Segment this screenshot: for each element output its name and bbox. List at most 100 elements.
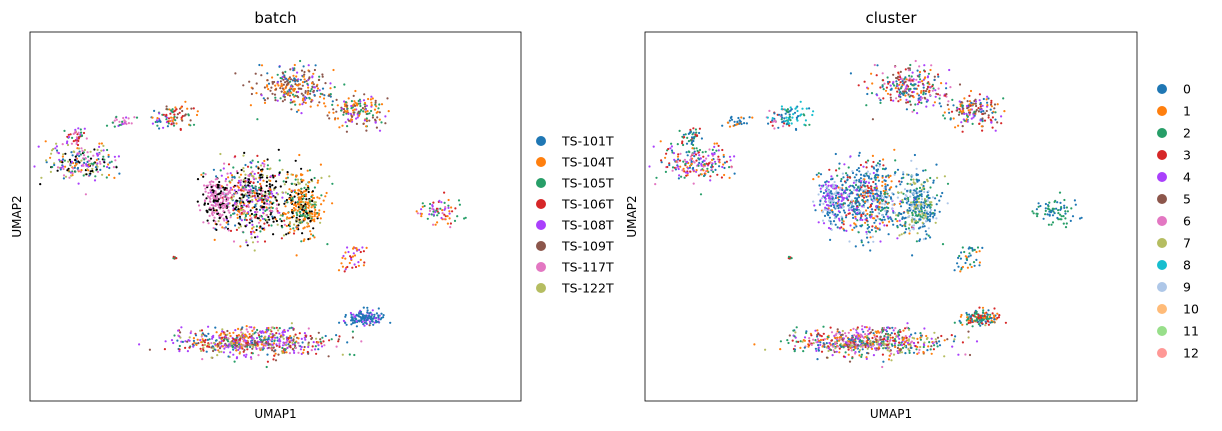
scatter-point (206, 195, 209, 198)
legend-label: TS-108T (561, 218, 614, 233)
scatter-point (237, 186, 240, 189)
scatter-point (893, 342, 897, 345)
scatter-point (271, 217, 274, 220)
scatter-point (895, 335, 898, 338)
scatter-point (344, 321, 347, 324)
scatter-point (887, 358, 891, 361)
scatter-point (826, 189, 829, 192)
scatter-point (348, 261, 351, 265)
scatter-point (952, 340, 956, 343)
scatter-point (357, 264, 360, 267)
scatter-point (878, 205, 881, 209)
scatter-point (239, 183, 242, 187)
scatter-point (197, 342, 200, 345)
scatter-point (832, 183, 836, 187)
scatter-point (872, 160, 875, 164)
scatter-point (690, 162, 693, 165)
scatter-point (830, 331, 834, 334)
scatter-point (906, 189, 909, 192)
scatter-point (303, 218, 306, 221)
scatter-point (920, 183, 923, 186)
scatter-point (352, 94, 355, 97)
scatter-point (915, 192, 918, 195)
scatter-point (860, 241, 863, 244)
scatter-point (284, 348, 287, 352)
scatter-point (780, 105, 784, 108)
scatter-point (920, 201, 923, 204)
scatter-point (302, 94, 305, 97)
scatter-point (354, 265, 358, 269)
scatter-point (676, 155, 680, 158)
scatter-point (221, 200, 225, 203)
scatter-point (916, 112, 919, 115)
scatter-point (274, 196, 277, 199)
scatter-point (977, 107, 980, 110)
scatter-point (239, 337, 242, 340)
scatter-point (179, 128, 182, 131)
scatter-point (302, 210, 305, 213)
scatter-point (875, 74, 878, 77)
scatter-point (919, 207, 923, 210)
scatter-point (275, 207, 278, 210)
scatter-point (173, 110, 176, 113)
scatter-point (796, 109, 799, 113)
scatter-point (831, 209, 834, 212)
scatter-point (892, 81, 895, 84)
scatter-point (838, 188, 842, 191)
scatter-point (115, 166, 118, 169)
scatter-point (917, 227, 921, 230)
scatter-point (368, 312, 371, 315)
scatter-point (865, 195, 868, 198)
scatter-point (250, 212, 253, 216)
scatter-point (771, 119, 774, 122)
scatter-point (916, 337, 919, 340)
scatter-point (711, 148, 714, 151)
scatter-point (783, 122, 786, 125)
scatter-point (814, 329, 817, 332)
scatter-point (786, 339, 789, 342)
scatter-point (928, 341, 931, 344)
scatter-point (270, 224, 273, 227)
scatter-point (237, 334, 240, 337)
panel-batch: batch UMAP1 UMAP2 TS-101TTS-104TTS-105TT… (10, 9, 614, 421)
scatter-point (286, 192, 289, 195)
scatter-point (244, 345, 247, 348)
scatter-point (377, 316, 380, 319)
scatter-point (922, 184, 925, 188)
scatter-point (808, 107, 811, 110)
scatter-point (308, 181, 311, 184)
scatter-point (202, 346, 205, 349)
scatter-point (907, 196, 910, 200)
scatter-point (203, 202, 206, 205)
scatter-point (285, 351, 288, 354)
scatter-point (266, 97, 269, 100)
scatter-point (318, 89, 321, 92)
scatter-point (181, 119, 184, 122)
scatter-point (915, 348, 918, 351)
scatter-point (243, 204, 246, 207)
scatter-point (233, 189, 236, 192)
scatter-point (295, 218, 298, 221)
scatter-point (842, 191, 846, 194)
scatter-point (309, 203, 312, 206)
scatter-point (865, 356, 868, 359)
scatter-point (291, 173, 294, 176)
scatter-point (235, 228, 238, 231)
scatter-point (293, 189, 296, 192)
scatter-point (286, 201, 289, 204)
scatter-point (918, 65, 921, 68)
scatter-point (240, 331, 243, 334)
scatter-point (255, 165, 258, 168)
scatter-point (375, 111, 378, 114)
scatter-point (114, 159, 117, 162)
scatter-point (706, 167, 709, 170)
scatter-point (264, 335, 267, 338)
scatter-point (894, 171, 897, 175)
scatter-point (265, 218, 268, 221)
scatter-point (151, 122, 154, 125)
scatter-point (438, 199, 441, 202)
scatter-point (192, 123, 196, 126)
scatter-point (87, 169, 90, 172)
scatter-point (204, 187, 207, 190)
scatter-point (287, 217, 291, 220)
